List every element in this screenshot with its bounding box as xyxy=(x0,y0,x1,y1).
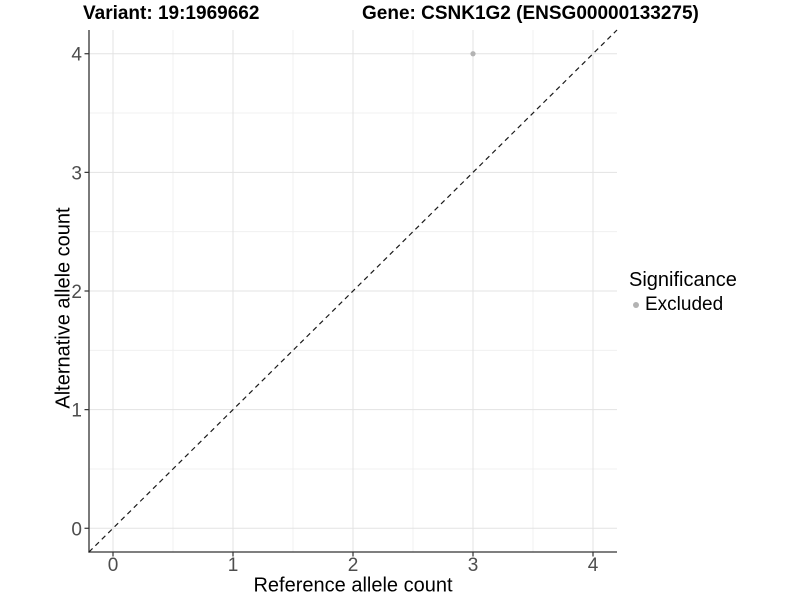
y-axis-title: Alternative allele count xyxy=(52,207,75,409)
legend-title: Significance xyxy=(629,269,737,291)
y-tick-label: 1 xyxy=(71,401,82,422)
x-axis-title: Reference allele count xyxy=(253,574,453,597)
x-tick-label: 1 xyxy=(228,555,239,576)
legend-key-dot-icon xyxy=(633,302,639,308)
data-point-excluded xyxy=(470,51,476,57)
plot-title-gene: Gene: CSNK1G2 (ENSG00000133275) xyxy=(362,3,699,24)
legend-item-label: Excluded xyxy=(645,294,724,315)
x-tick-label: 2 xyxy=(348,555,359,576)
legend: Significance Excluded xyxy=(629,268,737,316)
x-tick-label: 3 xyxy=(468,555,479,576)
y-tick-label: 4 xyxy=(71,45,82,66)
identity-dashed-line xyxy=(88,29,618,553)
legend-item-excluded: Excluded xyxy=(633,294,737,316)
y-tick-label: 3 xyxy=(71,163,82,184)
x-tick-label: 4 xyxy=(588,555,599,576)
y-tick-label: 2 xyxy=(71,282,82,303)
plot-title-variant: Variant: 19:1969662 xyxy=(83,3,260,24)
y-tick-label: 0 xyxy=(71,519,82,540)
x-tick-label: 0 xyxy=(108,555,119,576)
